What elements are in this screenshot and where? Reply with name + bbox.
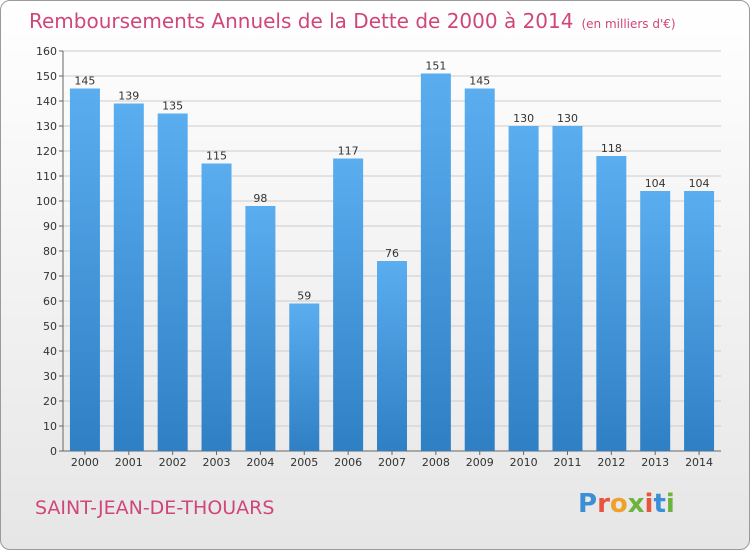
- bar-value-label: 145: [469, 75, 490, 88]
- bar: [289, 303, 320, 451]
- x-tick-label: 2010: [510, 456, 538, 469]
- logo-letter: o: [609, 489, 628, 519]
- y-tick-label: 10: [43, 420, 57, 433]
- bar-value-label: 104: [689, 177, 710, 190]
- y-tick-label: 90: [43, 220, 57, 233]
- bar: [640, 191, 671, 451]
- y-tick-label: 120: [36, 145, 57, 158]
- bar: [201, 163, 232, 451]
- y-tick-label: 150: [36, 70, 57, 83]
- y-tick-label: 40: [43, 345, 57, 358]
- bar: [464, 88, 495, 451]
- chart-title-text: Remboursements Annuels de la Dette de 20…: [29, 9, 574, 33]
- bar-value-label: 139: [118, 90, 139, 103]
- bar: [596, 156, 627, 451]
- logo-letter: P: [578, 489, 598, 519]
- x-tick-label: 2004: [246, 456, 274, 469]
- x-tick-label: 2012: [597, 456, 625, 469]
- x-tick-label: 2003: [203, 456, 231, 469]
- bar-value-label: 118: [601, 142, 622, 155]
- x-tick-label: 2009: [466, 456, 494, 469]
- y-tick-label: 110: [36, 170, 57, 183]
- proxiti-logo: Proxiti: [578, 489, 675, 519]
- bar: [157, 113, 188, 451]
- y-tick-label: 0: [50, 445, 57, 458]
- logo-letter: t: [653, 489, 666, 519]
- y-tick-label: 100: [36, 195, 57, 208]
- x-tick-label: 2008: [422, 456, 450, 469]
- y-tick-label: 130: [36, 120, 57, 133]
- y-tick-label: 70: [43, 270, 57, 283]
- bar: [508, 126, 539, 451]
- bar-value-label: 130: [513, 112, 534, 125]
- logo-letter: i: [644, 489, 654, 519]
- bar-value-label: 59: [297, 290, 311, 303]
- bar: [245, 206, 276, 451]
- logo-letter: i: [665, 489, 675, 519]
- y-tick-label: 50: [43, 320, 57, 333]
- x-tick-label: 2011: [553, 456, 581, 469]
- bar-value-label: 98: [253, 192, 267, 205]
- bar-value-label: 145: [74, 75, 95, 88]
- x-tick-label: 2002: [159, 456, 187, 469]
- y-tick-label: 30: [43, 370, 57, 383]
- x-tick-label: 2014: [685, 456, 713, 469]
- bar-value-label: 76: [385, 247, 399, 260]
- bar-value-label: 151: [425, 60, 446, 73]
- logo-letter: x: [627, 489, 645, 519]
- bar: [377, 261, 407, 451]
- y-tick-label: 20: [43, 395, 57, 408]
- bar-value-label: 104: [645, 177, 666, 190]
- x-tick-label: 2007: [378, 456, 406, 469]
- bar: [333, 158, 364, 451]
- y-tick-label: 140: [36, 95, 57, 108]
- bar-value-label: 117: [338, 145, 359, 158]
- bar-value-label: 115: [206, 150, 227, 163]
- y-tick-label: 80: [43, 245, 57, 258]
- chart-subtitle: (en milliers d'€): [581, 17, 676, 31]
- y-tick-label: 160: [36, 45, 57, 58]
- bar: [420, 73, 451, 451]
- logo-letter: r: [597, 489, 610, 519]
- x-tick-label: 2001: [115, 456, 143, 469]
- x-tick-label: 2000: [71, 456, 99, 469]
- y-tick-label: 60: [43, 295, 57, 308]
- axes: 0 10 20 30 40 50 60 70 80 90 100 110 120 130 140 150 160…: [36, 45, 721, 469]
- chart-title: Remboursements Annuels de la Dette de 20…: [29, 9, 676, 33]
- bar: [113, 103, 144, 451]
- bar: [552, 126, 583, 451]
- bar-value-label: 130: [557, 112, 578, 125]
- bar: [684, 191, 715, 451]
- x-tick-label: 2006: [334, 456, 362, 469]
- bar: [69, 88, 100, 451]
- town-name: SAINT-JEAN-DE-THOUARS: [35, 497, 275, 519]
- x-tick-label: 2013: [641, 456, 669, 469]
- bar-value-label: 135: [162, 100, 183, 113]
- bars: 145 139 135 115 98 59 117 76 151 145 130 130 118 104 1…: [69, 60, 715, 451]
- x-tick-label: 2005: [290, 456, 318, 469]
